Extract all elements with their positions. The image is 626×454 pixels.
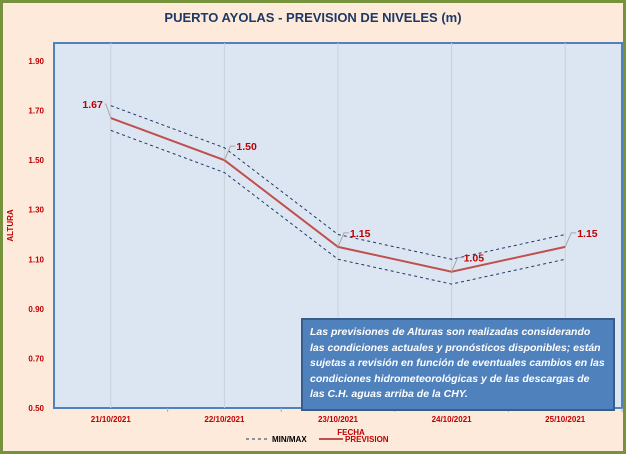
y-tick-label: 0.70 <box>28 354 44 363</box>
x-tick-label: 23/10/2021 <box>318 415 359 424</box>
legend-prevision-label: PREVISION <box>345 435 389 444</box>
y-tick-label: 0.50 <box>28 404 44 413</box>
disclaimer-note: Las previsiones de Alturas son realizada… <box>301 318 615 411</box>
x-tick-label: 22/10/2021 <box>204 415 245 424</box>
data-label-leader <box>337 232 349 248</box>
x-tick-label: 25/10/2021 <box>545 415 586 424</box>
y-tick-label: 1.30 <box>28 206 44 215</box>
y-axis-label: ALTURA <box>6 209 15 242</box>
x-axis-label: FECHA <box>337 428 365 437</box>
legend-minmax-label: MIN/MAX <box>272 435 307 444</box>
chart-title: PUERTO AYOLAS - PREVISION DE NIVELES (m) <box>164 10 462 25</box>
x-tick-label: 21/10/2021 <box>91 415 132 424</box>
data-label: 1.05 <box>464 253 485 265</box>
y-tick-label: 1.50 <box>28 156 44 165</box>
data-label-leader <box>564 232 577 248</box>
y-tick-label: 1.70 <box>28 107 44 116</box>
data-label-leader <box>104 103 112 119</box>
y-tick-label: 1.10 <box>28 255 44 264</box>
data-label: 1.15 <box>350 228 371 240</box>
data-label-leader <box>451 257 463 272</box>
y-tick-label: 1.90 <box>28 57 44 66</box>
x-tick-label: 24/10/2021 <box>432 415 473 424</box>
data-label: 1.50 <box>236 141 257 153</box>
y-tick-label: 0.90 <box>28 305 44 314</box>
data-label: 1.15 <box>577 228 598 240</box>
data-label-leader <box>223 145 236 161</box>
data-label: 1.67 <box>82 99 103 111</box>
